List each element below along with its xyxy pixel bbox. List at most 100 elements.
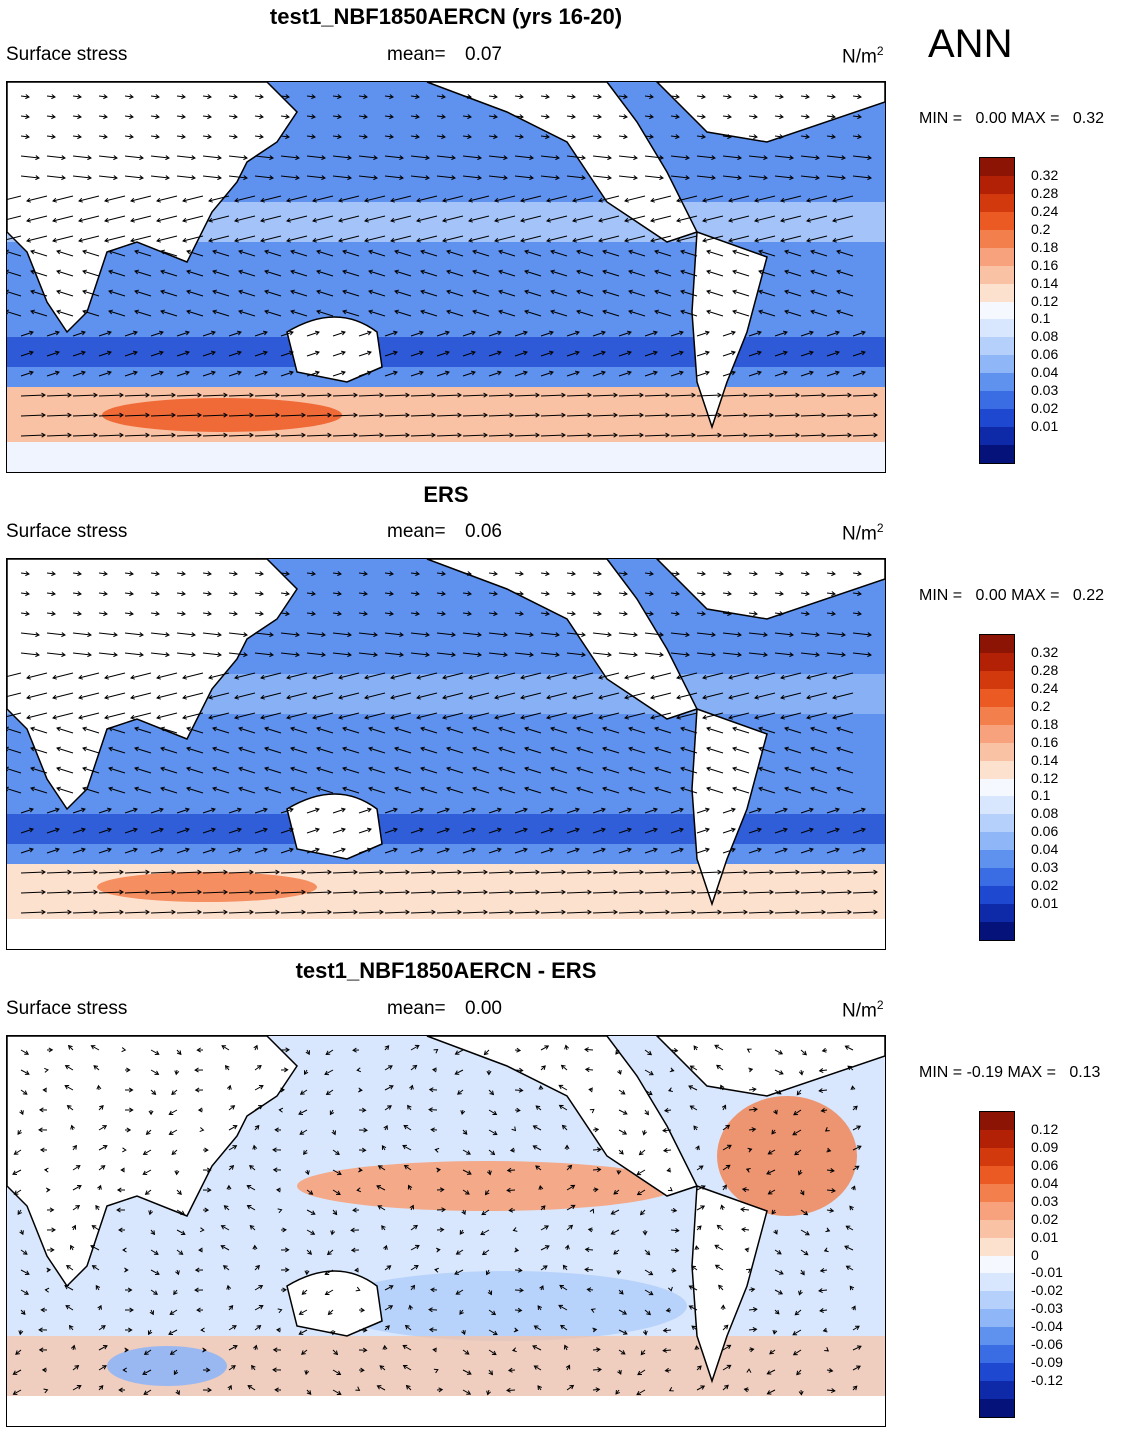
- wind-arrow: [650, 712, 672, 719]
- wind-arrow: [832, 215, 854, 222]
- wind-arrow: [644, 828, 658, 834]
- wind-arrow-head: [194, 1287, 199, 1293]
- wind-arrow-head: [758, 746, 764, 752]
- wind-arrow-head: [468, 197, 473, 203]
- wind-arrow-head: [262, 350, 268, 356]
- wind-arrow-head: [233, 114, 238, 120]
- wind-arrow-head: [769, 1349, 774, 1355]
- wind-arrow: [540, 911, 566, 914]
- wind-arrow: [532, 1345, 542, 1351]
- wind-arrow: [836, 290, 854, 297]
- wind-arrow: [524, 747, 542, 754]
- wind-arrow-head: [754, 237, 759, 243]
- wind-arrow: [566, 351, 580, 357]
- wind-arrow: [156, 692, 178, 699]
- wind-arrow: [774, 1269, 784, 1275]
- wind-arrow: [368, 747, 386, 754]
- wind-arrow-head: [82, 269, 88, 275]
- wind-arrow-head: [205, 1367, 211, 1373]
- wind-arrow-head: [379, 392, 384, 398]
- wind-arrow-head: [753, 134, 758, 140]
- wind-arrow-head: [847, 869, 852, 875]
- wind-arrow: [650, 235, 672, 242]
- wind-arrow: [852, 155, 872, 159]
- wind-arrow: [769, 1349, 776, 1355]
- wind-arrow: [826, 115, 836, 118]
- wind-arrow-head: [483, 412, 488, 418]
- wind-arrow: [722, 652, 742, 656]
- wind-arrow-head: [548, 330, 554, 336]
- wind-arrow: [72, 371, 86, 377]
- wind-arrow-head: [415, 134, 420, 140]
- antarctica: [7, 1396, 885, 1426]
- wind-arrow-head: [743, 889, 748, 895]
- wind-arrow: [482, 1249, 490, 1255]
- wind-arrow: [585, 1068, 594, 1071]
- wind-arrow: [150, 135, 160, 138]
- wind-arrow: [124, 592, 134, 595]
- wind-arrow-head: [28, 807, 34, 813]
- wind-arrow-head: [498, 766, 504, 772]
- wind-arrow: [728, 712, 750, 719]
- wind-arrow-head: [295, 632, 300, 638]
- wind-arrow: [254, 434, 280, 437]
- wind-arrow-head: [650, 237, 655, 243]
- wind-arrow-head: [236, 827, 242, 833]
- wind-arrow: [784, 250, 802, 257]
- wind-arrow-head: [564, 1044, 570, 1050]
- australia: [286, 793, 383, 860]
- colorbar-label: 0.04: [1031, 841, 1059, 858]
- wind-arrow: [748, 95, 758, 98]
- wind-arrow: [160, 290, 178, 297]
- colorbar-segment: [980, 265, 1014, 284]
- wind-arrow: [358, 592, 368, 595]
- wind-arrow-head: [366, 330, 372, 336]
- wind-arrow-head: [483, 909, 488, 915]
- wind-arrow-head: [470, 350, 476, 356]
- wind-arrow-head: [311, 94, 316, 100]
- wind-arrow-head: [795, 432, 800, 438]
- wind-arrow-head: [363, 571, 368, 577]
- wind-arrow-head: [860, 807, 866, 813]
- wind-arrow-head: [678, 847, 684, 853]
- wind-arrow-head: [691, 1325, 697, 1331]
- wind-arrow: [540, 848, 554, 854]
- wind-arrow: [826, 1169, 834, 1172]
- wind-arrow-head: [724, 1384, 729, 1390]
- wind-arrow: [650, 692, 672, 699]
- wind-arrow: [670, 612, 680, 615]
- wind-arrow-head: [732, 786, 738, 792]
- wind-arrow-head: [90, 1245, 96, 1250]
- wind-arrow-head: [97, 1184, 102, 1190]
- colorbar-label: 0.06: [1031, 823, 1059, 840]
- wind-arrow-head: [389, 611, 394, 617]
- colorbar-label: -0.06: [1031, 1336, 1063, 1353]
- wind-arrow-head: [726, 1144, 732, 1150]
- wind-arrow-head: [548, 827, 554, 833]
- wind-arrow: [488, 848, 502, 854]
- wind-arrow-head: [433, 1368, 439, 1374]
- wind-arrow-head: [394, 746, 400, 752]
- wind-arrow-head: [45, 1187, 51, 1193]
- wind-arrow: [160, 787, 178, 794]
- wind-arrow-head: [529, 155, 534, 161]
- wind-arrow: [498, 250, 516, 257]
- wind-arrow: [358, 95, 368, 98]
- wind-arrow: [234, 195, 256, 202]
- wind-arrow-head: [91, 1225, 97, 1230]
- wind-arrow: [546, 672, 568, 679]
- wind-arrow: [150, 434, 176, 437]
- wind-arrow-head: [80, 807, 86, 813]
- wind-arrow: [740, 1208, 750, 1211]
- wind-arrow-head: [50, 1247, 55, 1253]
- wind-arrow-head: [472, 746, 478, 752]
- wind-arrow-head: [520, 237, 525, 243]
- wind-arrow: [618, 612, 628, 615]
- wind-arrow-head: [730, 847, 736, 853]
- wind-arrow: [852, 371, 866, 377]
- wind-arrow-head: [290, 269, 296, 275]
- wind-arrow-head: [576, 289, 582, 295]
- wind-arrow: [134, 787, 152, 794]
- wind-arrow-head: [204, 1147, 209, 1153]
- wind-arrow-head: [680, 309, 686, 315]
